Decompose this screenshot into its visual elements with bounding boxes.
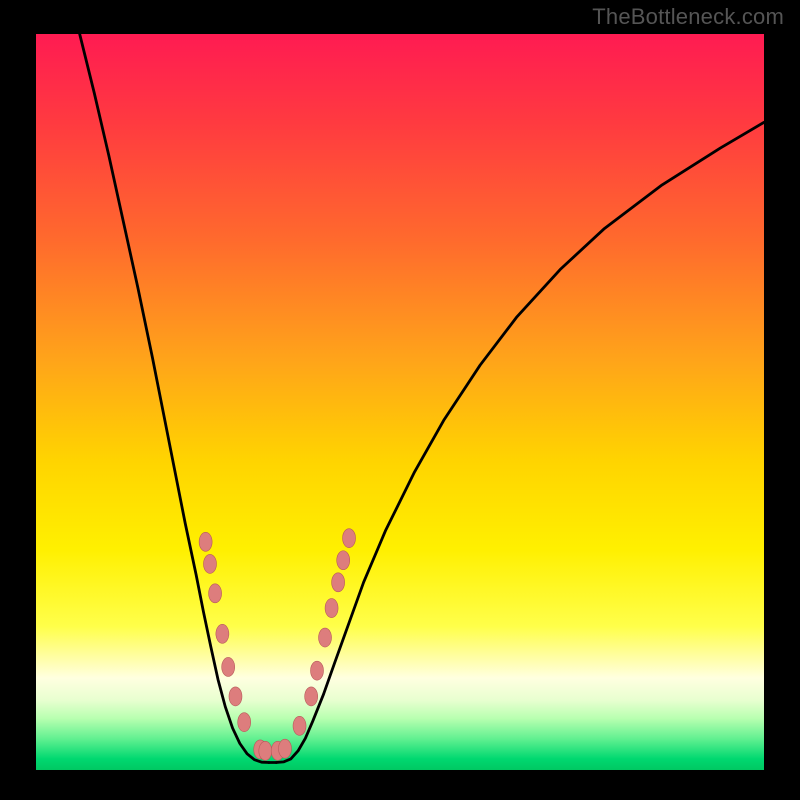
marker-point xyxy=(259,741,272,760)
marker-point xyxy=(222,657,235,676)
plot-area xyxy=(36,34,764,770)
marker-point xyxy=(337,551,350,570)
marker-point xyxy=(311,661,324,680)
marker-point xyxy=(209,584,222,603)
marker-point xyxy=(229,687,242,706)
watermark-text: TheBottleneck.com xyxy=(592,4,784,30)
marker-point xyxy=(305,687,318,706)
marker-group xyxy=(199,529,355,761)
marker-point xyxy=(293,716,306,735)
marker-point xyxy=(203,554,216,573)
marker-point xyxy=(199,532,212,551)
marker-point xyxy=(332,573,345,592)
curve-svg xyxy=(36,34,764,770)
chart-container: TheBottleneck.com xyxy=(0,0,800,800)
curve-left xyxy=(80,34,269,762)
curve-right xyxy=(276,122,764,762)
marker-point xyxy=(325,599,338,618)
marker-point xyxy=(278,739,291,758)
marker-point xyxy=(216,624,229,643)
marker-point xyxy=(319,628,332,647)
marker-point xyxy=(343,529,356,548)
marker-point xyxy=(238,713,251,732)
